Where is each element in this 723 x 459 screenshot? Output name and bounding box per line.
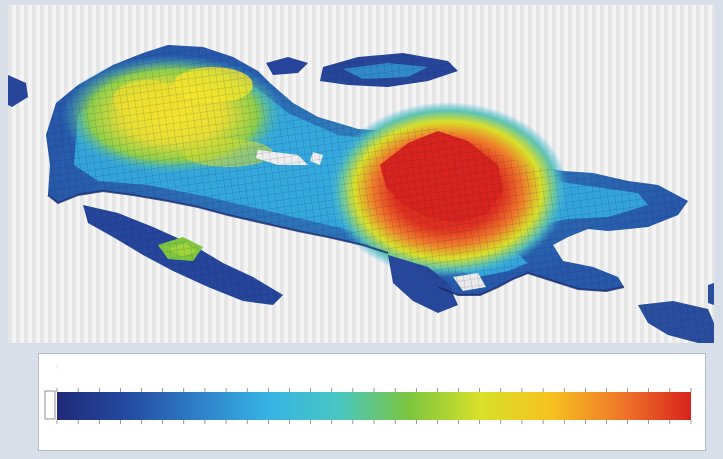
surface-fragment-left [8,75,28,107]
colorbar-ticks [56,388,692,424]
white-swatch-icon [44,390,56,420]
3d-viewport[interactable] [8,5,714,343]
colorbar-ramp [57,392,691,420]
colorbar-panel [38,353,706,451]
colorbar [44,364,692,424]
terrain-surface [8,45,714,343]
